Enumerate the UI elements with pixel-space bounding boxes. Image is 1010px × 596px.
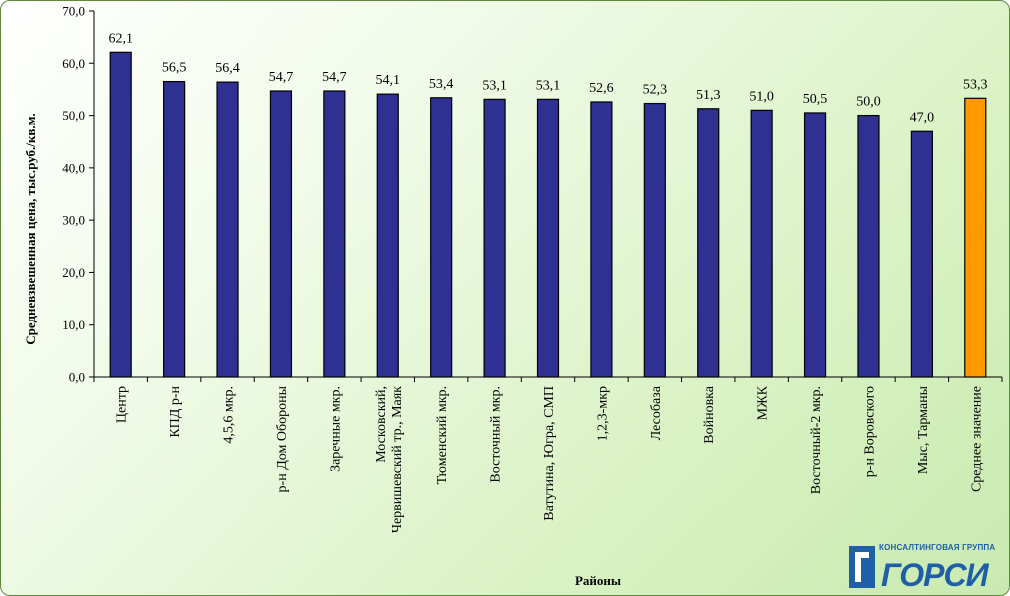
bar xyxy=(109,51,132,378)
bar xyxy=(857,114,880,378)
category-label-line: Среднее значение xyxy=(969,386,984,492)
category-label: Московский, Червишевский тр., Маяк xyxy=(374,386,405,533)
category-label-line: р-н Дом Обороны xyxy=(275,385,290,492)
bar xyxy=(697,108,720,378)
category-label: Заречные мкр. xyxy=(328,386,343,472)
category-label: МЖК xyxy=(756,385,771,420)
category-label-line: Восточный мкр. xyxy=(489,386,504,483)
y-tick-label: 20,0 xyxy=(62,265,85,280)
data-label: 50,5 xyxy=(803,92,828,107)
category-label: Тюменский мкр. xyxy=(435,386,450,484)
data-label: 47,0 xyxy=(910,110,935,125)
category-label-line: Восточный-2 мкр. xyxy=(809,386,824,494)
bar xyxy=(323,90,346,378)
category-label-line: Центр xyxy=(115,386,130,423)
y-tick-label: 10,0 xyxy=(62,317,85,332)
category-label-line: 1,2,3-мкр xyxy=(595,386,610,441)
category-label-line: 4,5,6 мкр. xyxy=(222,386,237,444)
data-label: 50,0 xyxy=(856,95,881,110)
data-label: 54,7 xyxy=(322,70,347,85)
category-label: Ватутина, Югра, СМП xyxy=(542,386,557,521)
category-label-line: Мыс, Тарманы xyxy=(916,385,931,474)
data-label: 51,3 xyxy=(696,88,721,103)
data-label: 52,6 xyxy=(589,81,614,96)
category-label: КПД р-н xyxy=(168,385,183,437)
category-label: Войновка xyxy=(702,385,717,444)
gorsi-logo-icon: ГОРСИ xyxy=(849,546,991,591)
data-label: 53,3 xyxy=(963,77,988,92)
bar xyxy=(964,97,987,378)
y-tick-label: 70,0 xyxy=(62,4,85,19)
data-label: 53,1 xyxy=(536,78,561,93)
y-tick-label: 40,0 xyxy=(62,160,85,175)
y-tick-label: 0,0 xyxy=(69,370,85,385)
y-tick-label: 30,0 xyxy=(62,213,85,228)
bar xyxy=(163,80,186,378)
bar xyxy=(216,81,239,378)
bar xyxy=(590,101,613,378)
bar xyxy=(536,98,560,378)
category-label: Восточный мкр. xyxy=(489,386,504,483)
bar xyxy=(376,93,399,378)
bar xyxy=(430,97,453,378)
category-label-line: Лесобаза xyxy=(649,385,664,440)
category-label: Мыс, Тарманы xyxy=(916,385,931,474)
data-label: 53,1 xyxy=(482,78,507,93)
data-label: 54,1 xyxy=(376,73,401,88)
svg-text:ГОРСИ: ГОРСИ xyxy=(881,557,990,591)
category-label-line: МЖК xyxy=(756,385,771,420)
category-label-line: Войновка xyxy=(702,385,717,444)
y-tick-label: 60,0 xyxy=(62,56,85,71)
category-label: р-н Дом Обороны xyxy=(275,385,290,492)
data-label: 52,3 xyxy=(643,83,668,98)
category-label-line: Ватутина, Югра, СМП xyxy=(542,386,557,521)
logo-caption: КОНСАЛТИНГОВАЯ ГРУППА xyxy=(879,543,996,552)
data-label: 53,4 xyxy=(429,77,454,92)
category-label-line: Московский, xyxy=(374,386,389,463)
category-label-line: Тюменский мкр. xyxy=(435,386,450,484)
bar xyxy=(803,112,827,378)
x-axis-title: Районы xyxy=(575,573,621,588)
data-label: 56,4 xyxy=(215,61,240,76)
category-label-line: р-н Воровского xyxy=(862,386,877,477)
category-label: Восточный-2 мкр. xyxy=(809,386,824,494)
category-label: 4,5,6 мкр. xyxy=(222,386,237,444)
y-tick-label: 50,0 xyxy=(62,108,85,123)
category-label: Среднее значение xyxy=(969,386,984,492)
data-label: 62,1 xyxy=(108,31,133,46)
category-label-line: Червишевский тр., Маяк xyxy=(390,386,405,533)
category-label: р-н Воровского xyxy=(862,386,877,477)
category-label-line: КПД р-н xyxy=(168,385,183,437)
data-label: 56,5 xyxy=(162,61,187,76)
bar xyxy=(483,98,506,378)
bar xyxy=(910,130,933,378)
data-label: 54,7 xyxy=(269,70,294,85)
bar xyxy=(750,109,773,378)
bar xyxy=(643,102,666,378)
y-axis-title: Средневзвешенная цена, тыс.руб./кв.м. xyxy=(23,113,38,345)
category-label: Центр xyxy=(115,386,130,423)
category-label: 1,2,3-мкр xyxy=(595,386,610,441)
category-label: Лесобаза xyxy=(649,385,664,440)
data-label: 51,0 xyxy=(749,89,774,104)
category-label-line: Заречные мкр. xyxy=(328,386,343,472)
bar xyxy=(269,90,293,378)
